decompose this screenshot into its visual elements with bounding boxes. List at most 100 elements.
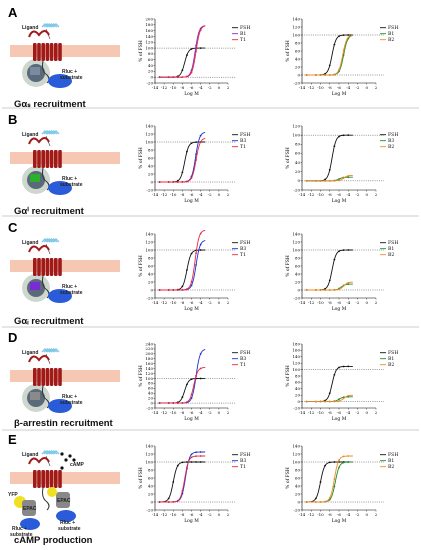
y-tick-label: 140 — [292, 354, 300, 359]
rluc-label: Rluc + — [62, 394, 77, 400]
x-tick-label: -10 — [170, 300, 177, 305]
data-point — [342, 249, 345, 252]
data-point — [181, 402, 184, 404]
data-point — [186, 288, 188, 290]
y-axis-label: % of FSH — [138, 365, 144, 387]
y-tick-label: 120 — [292, 361, 300, 366]
y-tick-label: 140 — [145, 443, 153, 448]
helix — [41, 368, 45, 386]
y-tick-label: 100 — [292, 247, 300, 252]
data-point — [342, 461, 345, 464]
y-tick-label: 0 — [297, 72, 300, 77]
y-tick-label: 20 — [295, 393, 301, 398]
data-point — [195, 252, 197, 255]
data-point — [190, 280, 193, 283]
data-point — [314, 74, 317, 76]
x-tick-label: -12 — [308, 300, 315, 305]
data-point — [338, 288, 340, 291]
data-point — [167, 76, 170, 79]
substrate-label: substrate — [60, 400, 83, 406]
data-point — [319, 481, 322, 483]
g-protein-alpha — [30, 174, 40, 182]
x-tick-label: -12 — [308, 192, 315, 197]
y-tick-label: 100 — [292, 459, 300, 464]
data-point — [181, 396, 184, 399]
data-point — [199, 232, 202, 235]
y-tick-label: 180 — [145, 22, 153, 27]
data-point — [190, 397, 193, 400]
data-point — [347, 34, 350, 36]
x-tick-label: -12 — [161, 85, 168, 90]
y-tick-label: 80 — [148, 51, 154, 56]
series-line — [306, 134, 353, 182]
x-tick-label: -12 — [161, 410, 168, 415]
legend-entry: B3 — [388, 138, 394, 144]
ligand-label: Ligand — [22, 452, 38, 458]
data-point — [199, 377, 202, 380]
y-tick-label: 0 — [150, 287, 153, 292]
x-tick-label: -14 — [152, 192, 159, 197]
x-tick-label: 0 — [218, 410, 221, 415]
y-tick-label: 180 — [145, 356, 153, 361]
x-tick-label: -10 — [170, 85, 177, 90]
ligand-helix — [50, 238, 58, 243]
x-tick-label: -6 — [190, 410, 194, 415]
y-tick-label: 100 — [145, 139, 153, 144]
y-tick-label: 60 — [295, 263, 301, 268]
x-tick-label: -6 — [337, 300, 341, 305]
data-point — [319, 289, 322, 291]
helix — [37, 150, 41, 168]
g-protein-alpha — [30, 282, 40, 290]
legend-entry: B1 — [240, 31, 246, 37]
helix — [49, 43, 54, 61]
y-tick-label: -20 — [147, 405, 154, 410]
cell-membrane — [10, 472, 120, 484]
x-tick-label: 0 — [365, 512, 368, 517]
panel-letter: B — [8, 112, 17, 127]
y-tick-label: 240 — [145, 341, 153, 346]
data-point — [342, 397, 345, 400]
substrate-label: substrate — [60, 75, 83, 81]
x-tick-label: -2 — [356, 300, 360, 305]
data-point — [347, 36, 350, 39]
x-tick-label: 0 — [218, 192, 221, 197]
y-tick-label: -20 — [294, 507, 301, 512]
x-tick-label: -8 — [328, 192, 332, 197]
data-point — [181, 69, 184, 72]
helix — [45, 43, 50, 61]
x-tick-label: -14 — [152, 300, 159, 305]
x-tick-label: 2 — [227, 192, 230, 197]
ligand-label: Ligand — [22, 240, 38, 246]
y-axis-label: % of FSH — [285, 467, 291, 489]
x-tick-label: -8 — [328, 300, 332, 305]
x-tick-label: -10 — [170, 192, 177, 197]
helix — [33, 43, 37, 61]
y-tick-label: 80 — [295, 40, 301, 45]
epac-label-right: EPAC — [57, 498, 71, 504]
panel-d: D Ligand Rluc +substrate β-arrestin recruit… — [8, 330, 120, 429]
helix — [58, 150, 62, 168]
data-point — [328, 400, 331, 403]
helix — [41, 470, 45, 488]
data-point — [324, 74, 327, 76]
legend-entry: B2 — [388, 252, 394, 258]
x-tick-label: -6 — [190, 300, 194, 305]
rluc-label: Rluc + — [62, 69, 77, 75]
x-tick-label: -6 — [337, 85, 341, 90]
y-tick-label: 140 — [292, 16, 300, 21]
x-tick-label: -4 — [199, 512, 203, 517]
data-point — [181, 490, 184, 492]
legend-entry: FSH — [240, 452, 250, 458]
x-tick-label: -8 — [180, 300, 184, 305]
x-tick-label: -10 — [170, 512, 177, 517]
x-tick-label: -2 — [208, 192, 212, 197]
data-point — [199, 243, 202, 246]
data-point — [199, 455, 202, 457]
cell-membrane — [10, 152, 120, 164]
panel-a: A Ligand Rluc +substrate Gαₛ recruitment — [8, 5, 120, 110]
data-point — [190, 393, 193, 396]
legend-entry: B3 — [240, 356, 246, 362]
